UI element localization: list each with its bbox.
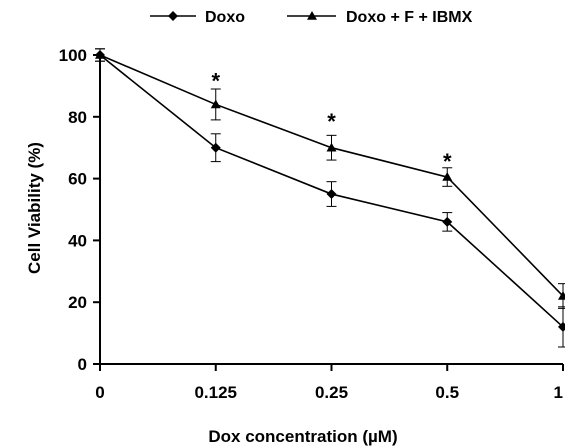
data-point [558, 321, 565, 332]
x-tick-label: 0.25 [315, 383, 348, 402]
y-tick-label: 20 [68, 293, 87, 312]
legend-marker [168, 11, 178, 21]
data-point [210, 142, 221, 153]
data-point [558, 291, 565, 300]
y-tick-label: 100 [59, 46, 87, 65]
series-line [99, 54, 564, 297]
plot-area: * * * [95, 48, 565, 348]
y-tick-label: 80 [68, 108, 87, 127]
y-tick-label: 0 [78, 355, 87, 374]
x-tick-label: 0.5 [435, 383, 459, 402]
legend-marker [307, 11, 317, 20]
legend-item: Doxo [150, 9, 245, 26]
x-tick-label: 1 [554, 383, 563, 402]
y-tick-label: 40 [68, 231, 87, 250]
data-point [442, 172, 453, 181]
x-axis-title: Dox concentration (µM) [208, 427, 397, 446]
data-point [210, 99, 221, 109]
x-axis: 0 0.125 0.25 0.5 1 [95, 363, 564, 402]
x-tick-label: 0.125 [194, 383, 237, 402]
significance-marker: * [211, 69, 220, 94]
series-1 [95, 48, 565, 348]
data-point [326, 142, 337, 152]
legend: Doxo Doxo + F + IBMX [150, 9, 473, 26]
data-point [442, 216, 453, 227]
legend-label: Doxo + F + IBMX [346, 9, 473, 26]
y-tick-label: 60 [68, 170, 87, 189]
x-tick-label: 0 [95, 383, 104, 402]
series-2 [95, 48, 565, 309]
legend-item: Doxo + F + IBMX [287, 9, 473, 26]
y-axis: 0 20 40 60 80 100 [59, 46, 101, 374]
data-point [95, 50, 105, 59]
significance-marker: * [327, 109, 336, 134]
legend-label: Doxo [205, 9, 245, 26]
data-point [326, 189, 337, 200]
significance-marker: * [443, 149, 452, 174]
y-axis-title: Cell Viability (%) [25, 142, 44, 274]
